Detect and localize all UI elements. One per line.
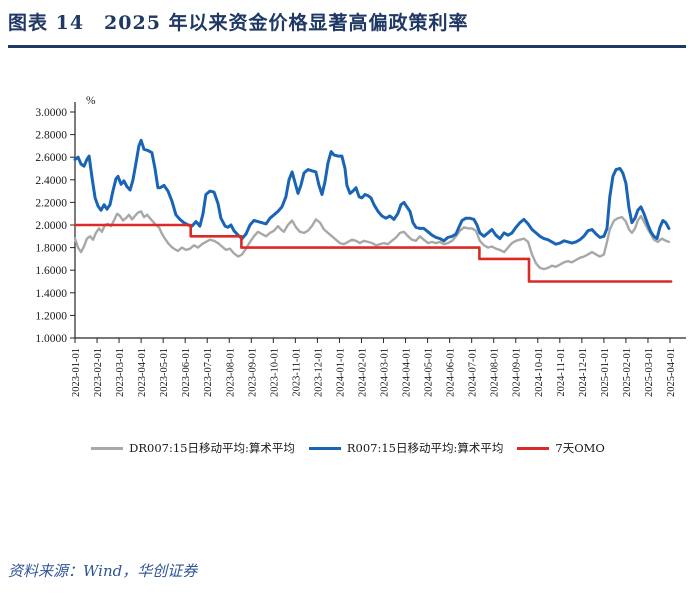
x-tick-label: 2023-02-01	[93, 348, 104, 397]
x-tick-label: 2023-08-01	[225, 348, 236, 397]
legend-item-2: 7天OMO	[517, 440, 605, 456]
y-tick-label: 1.2000	[35, 310, 67, 322]
x-tick-label: 2024-05-01	[424, 348, 435, 397]
title-divider	[8, 45, 686, 48]
x-tick-label: 2024-01-01	[335, 348, 346, 397]
series-line-2	[73, 223, 673, 283]
x-tick-label: 2025-01-01	[600, 348, 611, 397]
y-axis-unit-label: %	[86, 95, 96, 107]
x-tick-label: 2023-12-01	[313, 348, 324, 397]
legend-item-0: DR007:15日移动平均:算术平均	[91, 440, 295, 456]
x-tick-label: 2023-06-01	[181, 348, 192, 397]
series-line-1	[73, 138, 671, 246]
line-chart-container: % 3.0000 2.8000 2.6000 2.4000 2.2000 2.0000 1.8…	[0, 58, 696, 430]
y-tick-label: 3.0000	[35, 107, 67, 119]
y-tick-label: 1.0000	[35, 333, 67, 345]
y-tick-label: 1.4000	[35, 288, 67, 300]
y-tick-label: 1.8000	[35, 243, 67, 255]
legend-line-swatch	[91, 446, 124, 450]
line-chart: % 3.0000 2.8000 2.6000 2.4000 2.2000 2.0000 1.8…	[35, 95, 686, 397]
y-tick-label: 2.8000	[35, 130, 67, 142]
x-tick-label: 2024-09-01	[512, 348, 523, 397]
x-tick-label: 2024-02-01	[357, 348, 368, 397]
x-tick-label: 2025-04-01	[666, 348, 677, 397]
x-tick-label: 2024-04-01	[402, 348, 413, 397]
x-tick-label: 2023-09-01	[247, 348, 258, 397]
x-tick-label: 2023-03-01	[115, 348, 126, 397]
x-tick-label: 2023-04-01	[137, 348, 148, 397]
x-tick-label: 2024-11-01	[556, 348, 567, 397]
chart-legend: DR007:15日移动平均:算术平均 R007:15日移动平均:算术平均 7天OMO	[0, 440, 696, 456]
legend-line-swatch	[517, 446, 550, 450]
figure-title: 图表 14 2025 年以来资金价格显著高偏政策利率	[8, 12, 469, 34]
y-tick-label: 2.0000	[35, 220, 67, 232]
x-tick-label: 2024-10-01	[534, 348, 545, 397]
x-tick-label: 2023-07-01	[203, 348, 214, 397]
x-tick-label: 2023-05-01	[159, 348, 170, 397]
x-tick-label: 2025-02-01	[622, 348, 633, 397]
x-tick-label: 2024-08-01	[490, 348, 501, 397]
y-tick-label: 2.2000	[35, 197, 67, 209]
x-tick-label: 2024-06-01	[446, 348, 457, 397]
x-tick-label: 2024-12-01	[578, 348, 589, 397]
x-tick-label: 2023-10-01	[269, 348, 280, 397]
legend-item-1: R007:15日移动平均:算术平均	[308, 440, 504, 456]
x-tick-label: 2025-03-01	[644, 348, 655, 397]
legend-label: 7天OMO	[555, 441, 605, 455]
source-note: 资料来源：Wind，华创证券	[8, 562, 198, 580]
x-tick-label: 2023-11-01	[291, 348, 302, 397]
x-tick-label: 2023-01-01	[71, 348, 82, 397]
legend-label: DR007:15日移动平均:算术平均	[129, 441, 295, 455]
x-tick-label: 2024-07-01	[468, 348, 479, 397]
legend-line-swatch	[308, 446, 341, 450]
legend-label: R007:15日移动平均:算术平均	[346, 441, 504, 455]
y-tick-label: 2.6000	[35, 152, 67, 164]
y-tick-label: 1.6000	[35, 265, 67, 277]
y-tick-label: 2.4000	[35, 175, 67, 187]
x-tick-label: 2024-03-01	[380, 348, 391, 397]
